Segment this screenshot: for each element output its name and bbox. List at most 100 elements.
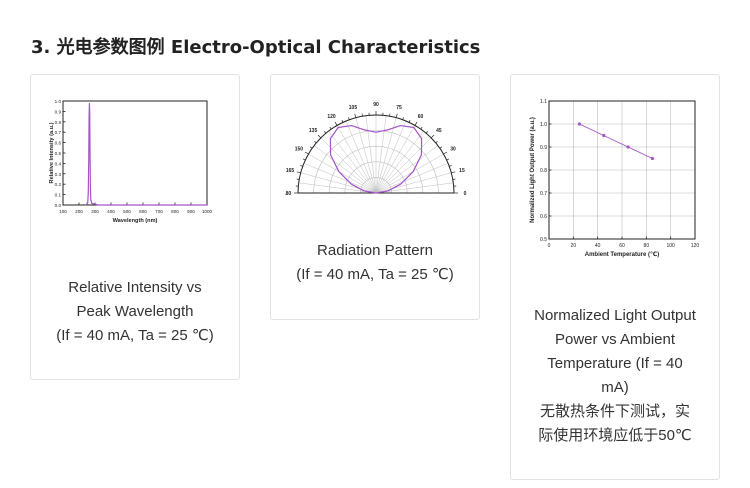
y-tick-label: 1.1 bbox=[540, 99, 547, 105]
polar-spoke bbox=[320, 137, 377, 194]
polar-spoke bbox=[375, 145, 439, 194]
chart-card-radiation: 0 15 30 45 60 75 90 105 120 135 150 165 180 Radiatio… bbox=[270, 74, 480, 320]
x-axis-label: Wavelength (nm) bbox=[113, 218, 158, 224]
y-tick-label: 0.8 bbox=[540, 168, 547, 174]
polar-spoke bbox=[300, 172, 377, 194]
caption-line: Peak Wavelength bbox=[76, 303, 194, 320]
polar-tick bbox=[420, 126, 423, 130]
polar-tick bbox=[443, 151, 448, 155]
caption-line: Normalized Light Output bbox=[534, 307, 696, 324]
polar-tick bbox=[348, 117, 350, 120]
series-line bbox=[85, 103, 207, 206]
y-axis-label: Normalized Light Output Power (a.u.) bbox=[530, 117, 536, 223]
x-tick-label: 800 bbox=[171, 209, 179, 214]
y-tick-label: 1.0 bbox=[540, 122, 547, 128]
y-tick-label: 0.8 bbox=[55, 120, 62, 125]
y-tick-label: 0.5 bbox=[55, 151, 62, 156]
caption-line: (If = 40 mA, Ta = 25 ℃) bbox=[56, 327, 214, 344]
polar-spoke bbox=[375, 115, 387, 194]
angle-label: 15 bbox=[459, 168, 465, 174]
polar-tick bbox=[309, 146, 313, 149]
polar-spoke bbox=[336, 125, 377, 194]
caption-line: mA) bbox=[601, 379, 629, 396]
polar-spoke bbox=[313, 145, 377, 194]
polar-tick bbox=[430, 134, 435, 139]
y-tick-label: 0.5 bbox=[540, 237, 547, 243]
y-tick-label: 0.3 bbox=[55, 172, 62, 177]
y-tick-label: 0.1 bbox=[55, 193, 62, 198]
polar-spoke bbox=[375, 137, 432, 194]
temperature-caption: Normalized Light Output Power vs Ambient… bbox=[519, 304, 711, 448]
polar-tick bbox=[341, 119, 344, 123]
y-tick-label: 0.6 bbox=[540, 214, 547, 220]
angle-label: 150 bbox=[295, 147, 304, 153]
plot-frame bbox=[62, 100, 208, 206]
polar-tick bbox=[300, 165, 303, 167]
x-tick-label: 100 bbox=[59, 209, 67, 214]
chart-card-spectrum: 100 200 300 400 500 600 700 800 900 1000 0.0 0.1 0.2… bbox=[30, 74, 240, 380]
y-tick-label: 0.0 bbox=[55, 203, 62, 208]
caption-line: 无散热条件下测试，实 bbox=[539, 403, 690, 420]
x-tick-label: 400 bbox=[107, 209, 115, 214]
x-axis-label: Ambient Temperature (℃) bbox=[585, 251, 660, 258]
angle-label: 105 bbox=[349, 105, 358, 111]
y-tick-label: 0.7 bbox=[55, 130, 62, 135]
polar-tick bbox=[329, 126, 332, 130]
angle-label: 30 bbox=[450, 147, 456, 153]
y-tick-label: 0.2 bbox=[55, 182, 62, 187]
polar-spoke bbox=[375, 182, 454, 194]
polar-tick bbox=[449, 165, 452, 167]
polar-tick bbox=[435, 140, 438, 144]
x-tick-label: 1000 bbox=[202, 209, 213, 214]
angle-label: 0 bbox=[464, 191, 467, 197]
x-tick-label: 700 bbox=[155, 209, 163, 214]
angle-label: 180 bbox=[285, 191, 291, 197]
polar-spoke bbox=[308, 153, 377, 194]
data-point bbox=[602, 133, 606, 138]
polar-tick bbox=[334, 121, 338, 126]
temperature-chart: 0 20 40 60 80 100 120 0.5 0.6 0.7 0.8 0.9 1.0 1.1 Ambi… bbox=[527, 95, 705, 265]
polar-tick bbox=[446, 158, 450, 161]
polar-spoke bbox=[375, 125, 416, 194]
angle-label: 165 bbox=[286, 168, 295, 174]
polar-tick bbox=[323, 131, 327, 134]
polar-spoke bbox=[375, 130, 424, 194]
angle-label: 135 bbox=[309, 128, 318, 134]
polar-tick bbox=[317, 134, 322, 139]
radiation-caption: Radiation Pattern (If = 40 mA, Ta = 25 ℃… bbox=[279, 239, 471, 287]
data-point bbox=[626, 145, 630, 149]
y-tick-label: 1.0 bbox=[55, 99, 62, 104]
polar-spoke bbox=[375, 153, 444, 194]
polar-tick bbox=[414, 121, 418, 126]
angle-label: 75 bbox=[396, 105, 402, 111]
data-point bbox=[577, 122, 582, 126]
x-tick-label: 900 bbox=[187, 209, 195, 214]
polar-spoke bbox=[345, 120, 377, 194]
polar-spoke bbox=[365, 115, 377, 194]
polar-spoke bbox=[375, 120, 407, 194]
polar-tick bbox=[439, 146, 443, 149]
y-tick-label: 0.6 bbox=[55, 141, 62, 146]
spectrum-caption: Relative Intensity vs Peak Wavelength (I… bbox=[39, 276, 231, 348]
x-tick-label: 600 bbox=[139, 209, 147, 214]
caption-line: Power vs Ambient bbox=[554, 331, 676, 348]
y-tick-label: 0.4 bbox=[55, 161, 62, 166]
x-tick-label: 60 bbox=[619, 243, 625, 249]
angle-label: 120 bbox=[327, 114, 336, 120]
x-tick-label: 120 bbox=[691, 243, 700, 249]
caption-line: Radiation Pattern bbox=[317, 242, 433, 259]
x-tick-label: 40 bbox=[595, 243, 601, 249]
caption-line: 际使用环境应低于50℃ bbox=[538, 427, 692, 444]
polar-tick bbox=[451, 171, 456, 174]
polar-tick bbox=[425, 131, 429, 134]
y-tick-label: 0.9 bbox=[540, 145, 547, 151]
polar-tick bbox=[402, 117, 404, 120]
x-tick-label: 200 bbox=[75, 209, 83, 214]
section-title: 3. 光电参数图例 Electro-Optical Characteristic… bbox=[31, 37, 481, 58]
chart-card-temperature: 0 20 40 60 80 100 120 0.5 0.6 0.7 0.8 0.9 1.0 1.1 Ambi… bbox=[510, 74, 720, 480]
angle-label: 90 bbox=[373, 102, 379, 108]
y-tick-label: 0.9 bbox=[55, 109, 62, 114]
x-tick-label: 100 bbox=[666, 243, 675, 249]
y-axis-label: Relative Intensity (a.u.) bbox=[49, 122, 55, 183]
x-tick-label: 0 bbox=[548, 243, 551, 249]
